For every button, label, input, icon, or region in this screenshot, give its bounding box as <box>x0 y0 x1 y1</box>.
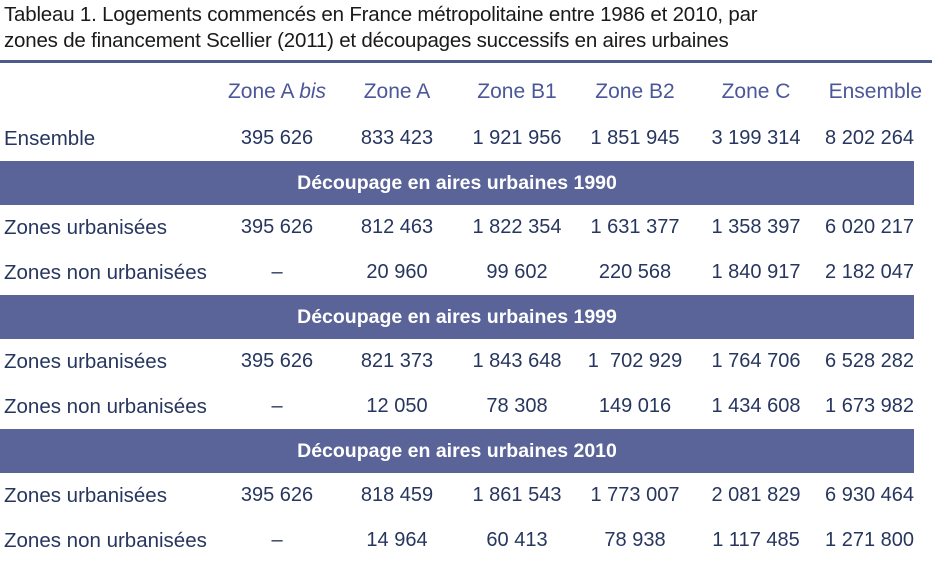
cell-zone-b2: 1 702 929 <box>587 350 683 372</box>
housing-table: Zone A bis Zone A Zone B1 Zone B2 Zone C… <box>0 68 932 563</box>
cell-zone-b2: 1 773 007 <box>590 484 680 506</box>
section-heading: Découpage en aires urbaines 1990 <box>0 161 914 205</box>
column-header-zone-a: Zone A <box>363 80 431 103</box>
cell-zone-b1: 78 308 <box>486 395 548 417</box>
row-label: Zones non urbanisées <box>4 260 207 284</box>
row-label: Zones urbanisées <box>4 215 167 239</box>
cell-ensemble: 1 271 800 <box>825 529 914 551</box>
table-row: Zones urbanisées 395 626 818 459 1 861 5… <box>0 473 932 518</box>
table-row: Zones non urbanisées – 14 964 60 413 78 … <box>0 518 932 563</box>
section-heading: Découpage en aires urbaines 2010 <box>0 429 914 473</box>
cell-zone-a: 20 960 <box>366 261 428 283</box>
cell-ensemble: 2 182 047 <box>825 261 914 283</box>
column-header-row: Zone A bis Zone A Zone B1 Zone B2 Zone C… <box>0 68 932 116</box>
row-label: Zones urbanisées <box>4 483 167 507</box>
cell-zone-b1: 1 861 543 <box>472 484 562 506</box>
cell-ensemble: 6 930 464 <box>825 484 914 506</box>
section-heading: Découpage en aires urbaines 1999 <box>0 295 914 339</box>
table-title: Tableau 1. Logements commencés en France… <box>4 2 924 54</box>
cell-zone-c: 1 764 706 <box>711 350 801 372</box>
cell-zone-b1: 1 822 354 <box>472 216 562 238</box>
cell-zone-a-bis: – <box>271 395 283 417</box>
column-header-zone-b2: Zone B2 <box>595 80 675 103</box>
cell-zone-c: 1 434 608 <box>711 395 801 417</box>
header-rule <box>0 60 932 63</box>
cell-zone-b1: 99 602 <box>486 261 548 283</box>
cell-zone-b1: 1 843 648 <box>472 350 562 372</box>
cell-zone-a-bis: – <box>271 529 283 551</box>
cell-zone-b2: 220 568 <box>598 261 672 283</box>
cell-zone-a: 833 423 <box>360 127 434 149</box>
cell-ensemble: 6 528 282 <box>825 350 914 372</box>
cell-zone-a: 12 050 <box>366 395 428 417</box>
column-header-ensemble: Ensemble <box>828 80 922 103</box>
cell-zone-a-bis: 395 626 <box>240 350 314 372</box>
column-header-label <box>0 68 218 116</box>
cell-zone-a: 821 373 <box>360 350 434 372</box>
cell-zone-b1: 1 921 956 <box>472 127 562 149</box>
cell-zone-a: 812 463 <box>360 216 434 238</box>
cell-ensemble: 1 673 982 <box>825 395 914 417</box>
row-label: Zones urbanisées <box>4 349 167 373</box>
column-header-zone-c: Zone C <box>721 80 791 103</box>
cell-zone-c: 1 358 397 <box>711 216 801 238</box>
section-band-1999: Découpage en aires urbaines 1999 <box>0 295 932 339</box>
cell-zone-a: 14 964 <box>366 529 428 551</box>
row-label: Zones non urbanisées <box>4 394 207 418</box>
table-row: Zones non urbanisées – 12 050 78 308 149… <box>0 384 932 429</box>
cell-zone-c: 1 840 917 <box>711 261 801 283</box>
section-band-2010: Découpage en aires urbaines 2010 <box>0 429 932 473</box>
cell-zone-a-bis: 395 626 <box>240 127 314 149</box>
cell-zone-c: 3 199 314 <box>711 127 801 149</box>
cell-zone-a-bis: 395 626 <box>240 216 314 238</box>
row-label: Zones non urbanisées <box>4 528 207 552</box>
column-header-zone-a-bis: Zone A bis <box>218 68 336 116</box>
table-row: Zones non urbanisées – 20 960 99 602 220… <box>0 250 932 295</box>
cell-ensemble: 8 202 264 <box>825 127 914 149</box>
table-row: Zones urbanisées 395 626 812 463 1 822 3… <box>0 205 932 250</box>
table-title-line-1: Tableau 1. Logements commencés en France… <box>4 3 758 26</box>
cell-zone-b2: 78 938 <box>604 529 666 551</box>
column-header-zone-b1: Zone B1 <box>477 80 557 103</box>
cell-zone-a-bis: – <box>271 261 283 283</box>
table-title-line-2: zones de financement Scellier (2011) et … <box>4 29 729 52</box>
cell-zone-b2: 149 016 <box>598 395 672 417</box>
cell-zone-b2: 1 851 945 <box>590 127 680 149</box>
zone-a-bis-italic: bis <box>299 80 327 103</box>
section-band-1990: Découpage en aires urbaines 1990 <box>0 161 932 205</box>
table-row: Zones urbanisées 395 626 821 373 1 843 6… <box>0 339 932 384</box>
cell-zone-b2: 1 631 377 <box>590 216 680 238</box>
cell-zone-b1: 60 413 <box>486 529 548 551</box>
cell-ensemble: 6 020 217 <box>825 216 914 238</box>
cell-zone-c: 2 081 829 <box>711 484 801 506</box>
cell-zone-a: 818 459 <box>360 484 434 506</box>
cell-zone-c: 1 117 485 <box>712 529 800 551</box>
zone-a-bis-prefix: Zone A <box>227 80 300 103</box>
row-label: Ensemble <box>4 126 96 150</box>
table-row-ensemble: Ensemble 395 626 833 423 1 921 956 1 851… <box>0 116 932 161</box>
cell-zone-a-bis: 395 626 <box>240 484 314 506</box>
